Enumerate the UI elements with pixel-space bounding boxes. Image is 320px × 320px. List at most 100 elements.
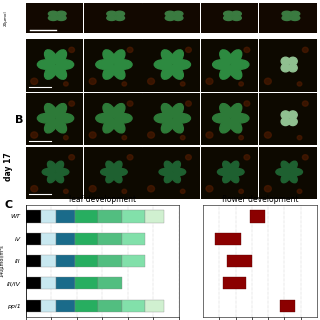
Circle shape: [127, 101, 133, 106]
Circle shape: [281, 64, 290, 72]
Ellipse shape: [44, 118, 57, 133]
Bar: [215, 233, 241, 245]
Circle shape: [64, 189, 68, 193]
Circle shape: [69, 47, 75, 52]
Ellipse shape: [106, 161, 115, 172]
Circle shape: [186, 155, 191, 160]
Ellipse shape: [232, 114, 249, 123]
Title: leaf development: leaf development: [69, 196, 136, 204]
Ellipse shape: [47, 172, 57, 183]
Circle shape: [48, 15, 58, 20]
Bar: [41, 210, 56, 222]
Bar: [41, 255, 56, 267]
Bar: [228, 255, 252, 267]
Circle shape: [288, 57, 297, 65]
Circle shape: [89, 132, 96, 138]
Circle shape: [186, 101, 191, 106]
Ellipse shape: [171, 118, 183, 133]
Bar: [122, 233, 145, 245]
Y-axis label: 140μmol/m²s: 140μmol/m²s: [0, 245, 4, 277]
Circle shape: [64, 82, 68, 86]
Ellipse shape: [54, 65, 67, 79]
Ellipse shape: [231, 169, 244, 175]
Bar: [41, 233, 56, 245]
Bar: [56, 233, 76, 245]
Bar: [56, 277, 76, 290]
Circle shape: [297, 189, 302, 193]
Ellipse shape: [164, 172, 173, 183]
Ellipse shape: [223, 161, 232, 172]
Ellipse shape: [223, 172, 232, 183]
Circle shape: [302, 47, 308, 52]
Circle shape: [127, 155, 133, 160]
Bar: [56, 255, 76, 267]
Bar: [41, 277, 56, 290]
Ellipse shape: [44, 65, 57, 79]
Ellipse shape: [229, 50, 242, 64]
Ellipse shape: [154, 114, 172, 123]
Circle shape: [148, 186, 155, 192]
Bar: [99, 210, 122, 222]
Ellipse shape: [154, 60, 172, 69]
Ellipse shape: [218, 169, 230, 175]
Ellipse shape: [173, 114, 190, 123]
Circle shape: [232, 11, 241, 16]
Ellipse shape: [220, 65, 232, 79]
Circle shape: [127, 47, 133, 52]
Circle shape: [148, 132, 155, 138]
Bar: [26, 233, 41, 245]
Bar: [41, 300, 56, 312]
Ellipse shape: [232, 60, 249, 69]
Bar: [26, 255, 41, 267]
Ellipse shape: [159, 169, 172, 175]
Ellipse shape: [281, 172, 290, 183]
Circle shape: [206, 132, 213, 138]
Ellipse shape: [54, 104, 67, 118]
Circle shape: [206, 78, 213, 84]
Bar: [76, 300, 99, 312]
Bar: [122, 210, 145, 222]
Ellipse shape: [164, 161, 173, 172]
Ellipse shape: [112, 65, 125, 79]
Circle shape: [173, 11, 183, 16]
Circle shape: [180, 189, 185, 193]
Circle shape: [148, 78, 155, 84]
Ellipse shape: [115, 60, 132, 69]
Ellipse shape: [161, 50, 174, 64]
Circle shape: [56, 11, 66, 16]
Circle shape: [302, 155, 308, 160]
Ellipse shape: [161, 118, 174, 133]
Circle shape: [48, 11, 58, 16]
Ellipse shape: [37, 114, 55, 123]
Circle shape: [31, 78, 38, 84]
Circle shape: [180, 82, 185, 86]
Ellipse shape: [44, 50, 57, 64]
Bar: [76, 277, 99, 290]
Circle shape: [288, 117, 297, 125]
Ellipse shape: [112, 50, 125, 64]
Ellipse shape: [290, 169, 302, 175]
Bar: [26, 300, 41, 312]
Ellipse shape: [56, 169, 69, 175]
Ellipse shape: [112, 118, 125, 133]
Circle shape: [31, 186, 38, 192]
Circle shape: [244, 101, 250, 106]
Bar: [26, 277, 41, 290]
Circle shape: [297, 82, 302, 86]
Ellipse shape: [171, 65, 183, 79]
Ellipse shape: [113, 161, 122, 172]
Circle shape: [302, 101, 308, 106]
Circle shape: [186, 47, 191, 52]
Bar: [26, 210, 41, 222]
Ellipse shape: [106, 172, 115, 183]
Circle shape: [264, 186, 271, 192]
Circle shape: [264, 78, 271, 84]
Ellipse shape: [229, 65, 242, 79]
Ellipse shape: [113, 172, 122, 183]
Bar: [56, 300, 76, 312]
Circle shape: [232, 15, 241, 20]
Ellipse shape: [42, 169, 55, 175]
Title: flower development: flower development: [222, 196, 298, 204]
Circle shape: [290, 11, 300, 16]
Circle shape: [282, 11, 292, 16]
